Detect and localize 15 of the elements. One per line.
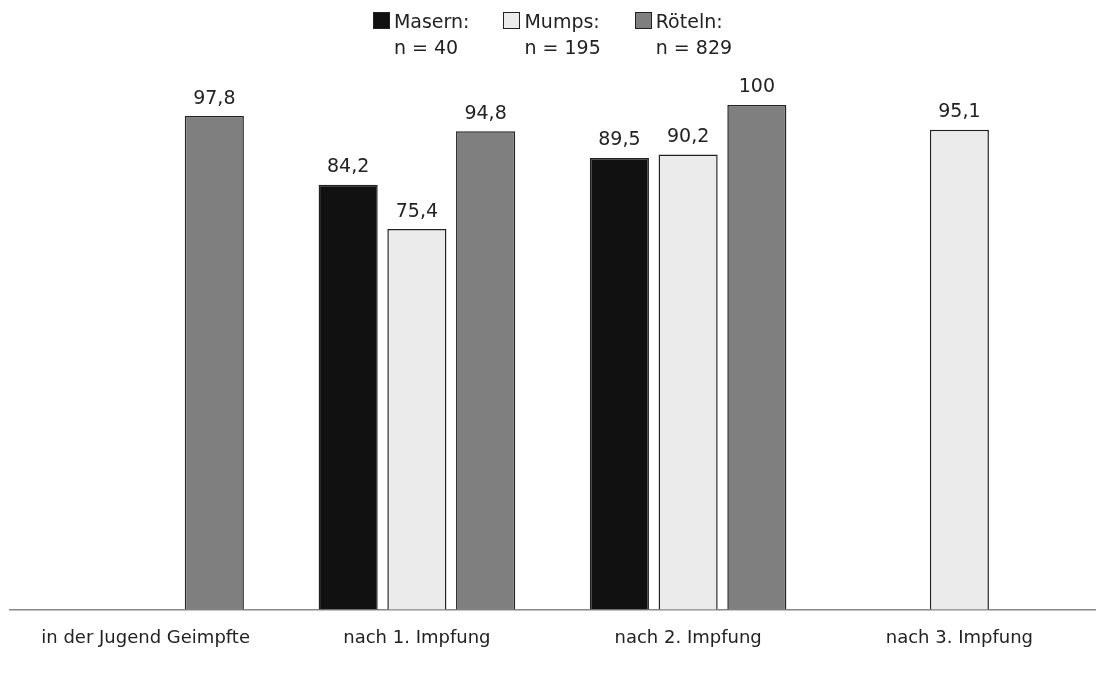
data-label: 100 [738, 74, 775, 97]
data-label: 90,2 [666, 123, 710, 146]
x-tick-label: nach 3. Impfung [885, 625, 1033, 647]
x-tick-label: in der Jugend Geimpfte [41, 625, 250, 647]
data-label: 84,2 [327, 154, 370, 177]
data-label: 95,1 [938, 99, 981, 122]
data-label: 94,8 [464, 100, 507, 123]
legend-label: Mumps: n = 195 [524, 9, 601, 60]
data-label: 89,5 [598, 127, 641, 150]
legend-label: Röteln: n = 829 [655, 9, 733, 60]
data-label: 97,8 [193, 85, 236, 108]
data-label: 75,4 [395, 198, 439, 221]
x-tick-label: nach 2. Impfung [614, 625, 762, 647]
x-tick-label: nach 1. Impfung [343, 625, 491, 647]
legend-label: Masern: n = 40 [393, 9, 470, 60]
